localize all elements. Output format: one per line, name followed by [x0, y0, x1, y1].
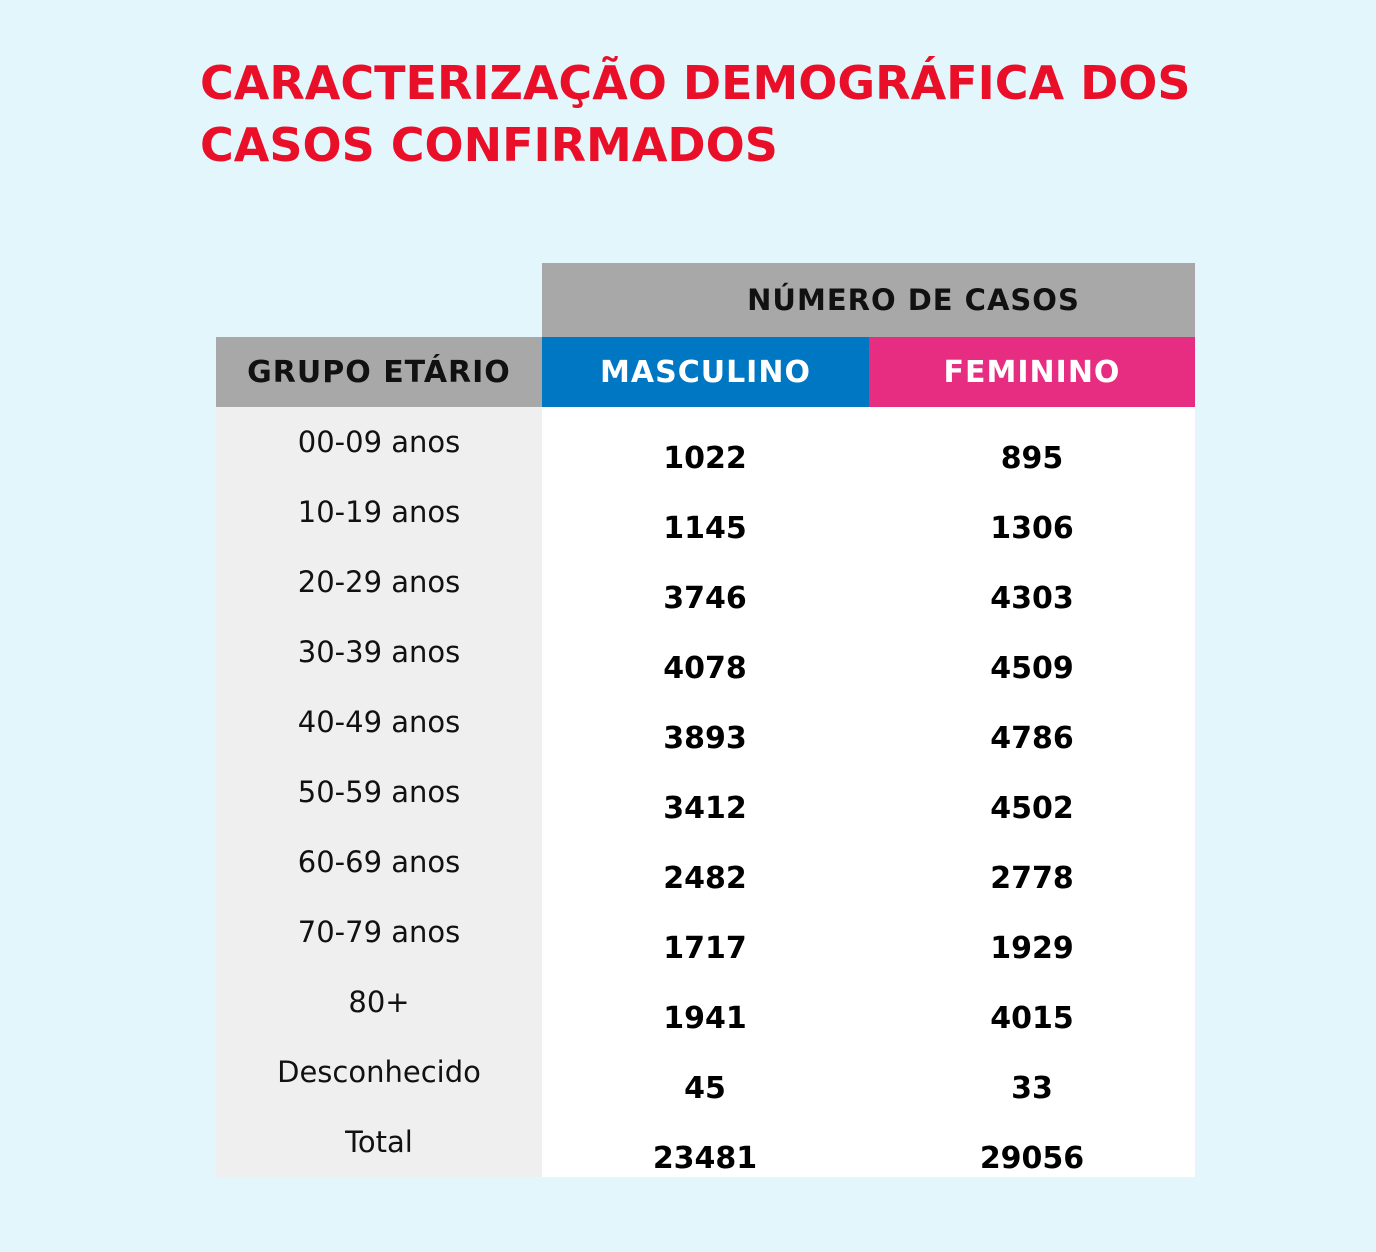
cell-feminino: 1929 [990, 931, 1074, 966]
cell-masculino: 3746 [663, 581, 747, 616]
cell-grupo-etario: Total [345, 1125, 413, 1159]
cell-feminino: 4502 [990, 791, 1074, 826]
cell-grupo-etario: 60-69 anos [297, 845, 461, 879]
cell-masculino: 3893 [663, 721, 747, 756]
header-masculino: MASCULINO [542, 337, 869, 407]
group-column-background [216, 407, 542, 1177]
title-line-2: CASOS CONFIRMADOS [200, 118, 778, 172]
cell-feminino: 4303 [990, 581, 1074, 616]
cell-grupo-etario: 70-79 anos [297, 915, 461, 949]
cell-feminino: 2778 [990, 861, 1074, 896]
cell-masculino: 1022 [663, 441, 747, 476]
cell-feminino: 1306 [990, 511, 1074, 546]
table-row: 80+ 1941 4015 [216, 967, 1195, 1037]
cell-masculino: 45 [684, 1071, 726, 1106]
cell-masculino: 1717 [663, 931, 747, 966]
table-row: 20-29 anos 3746 4303 [216, 547, 1195, 617]
cell-grupo-etario: 20-29 anos [297, 565, 461, 599]
cell-feminino: 29056 [979, 1141, 1085, 1176]
cell-masculino: 2482 [663, 861, 747, 896]
cell-feminino: 4015 [990, 1001, 1074, 1036]
header-grupo-etario: GRUPO ETÁRIO [216, 337, 542, 407]
values-background [542, 407, 1195, 1177]
header-row: GRUPO ETÁRIO MASCULINO FEMININO [216, 337, 1195, 407]
cell-feminino: 895 [1000, 441, 1064, 476]
table-row: 30-39 anos 4078 4509 [216, 617, 1195, 687]
table-row: 40-49 anos 3893 4786 [216, 687, 1195, 757]
cell-grupo-etario: 80+ [348, 985, 410, 1019]
table-row: 70-79 anos 1717 1929 [216, 897, 1195, 967]
cell-feminino: 4786 [990, 721, 1074, 756]
table-row: Total 23481 29056 [216, 1107, 1195, 1177]
table-row: 10-19 anos 1145 1306 [216, 477, 1195, 547]
cell-grupo-etario: 00-09 anos [297, 425, 461, 459]
cell-grupo-etario: 40-49 anos [297, 705, 461, 739]
cell-grupo-etario: 30-39 anos [297, 635, 461, 669]
cell-masculino: 1145 [663, 511, 747, 546]
cell-grupo-etario: 10-19 anos [297, 495, 461, 529]
cell-masculino: 4078 [663, 651, 747, 686]
table-row: Desconhecido 45 33 [216, 1037, 1195, 1107]
cases-table: NÚMERO DE CASOS GRUPO ETÁRIO MASCULINO F… [216, 263, 1195, 1177]
cell-masculino: 3412 [663, 791, 747, 826]
cell-masculino: 1941 [663, 1001, 747, 1036]
cell-grupo-etario: Desconhecido [277, 1055, 481, 1089]
title-line-1: CARACTERIZAÇÃO DEMOGRÁFICA DOS [200, 56, 1191, 110]
cell-feminino: 4509 [990, 651, 1074, 686]
cell-masculino: 23481 [652, 1141, 758, 1176]
page-title: CARACTERIZAÇÃO DEMOGRÁFICA DOS CASOS CON… [200, 52, 1300, 176]
cell-grupo-etario: 50-59 anos [297, 775, 461, 809]
header-feminino: FEMININO [869, 337, 1195, 407]
table-body: 00-09 anos 1022 895 10-19 anos 1145 1306 20-29… [216, 407, 1195, 1177]
table-row: 60-69 anos 2482 2778 [216, 827, 1195, 897]
table-row: 00-09 anos 1022 895 [216, 407, 1195, 477]
cell-feminino: 33 [1011, 1071, 1053, 1106]
table-row: 50-59 anos 3412 4502 [216, 757, 1195, 827]
header-numero-de-casos: NÚMERO DE CASOS [542, 263, 1195, 337]
